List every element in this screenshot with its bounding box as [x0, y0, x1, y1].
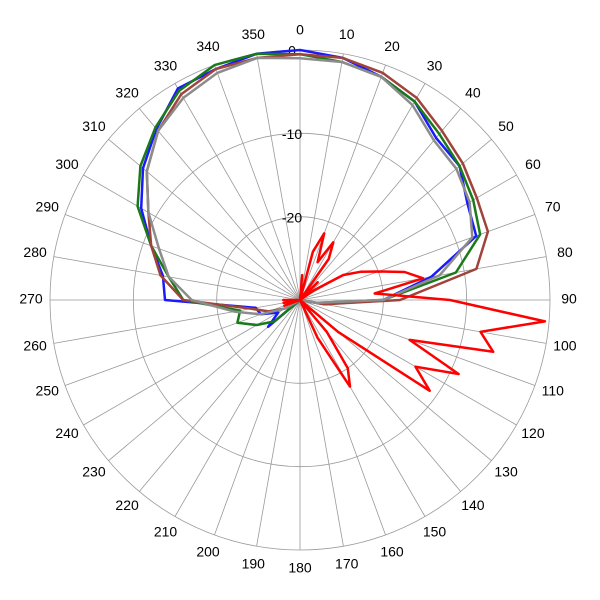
angle-tick-label: 70 [545, 199, 561, 215]
radial-grid-line [256, 53, 301, 301]
radial-grid-line [299, 83, 426, 301]
radial-grid-line [299, 299, 536, 386]
angle-tick-label: 230 [82, 464, 106, 480]
radial-grid-line [299, 64, 386, 301]
radial-grid-line [214, 299, 301, 536]
ring-grid-line [132, 132, 468, 468]
radial-tick-label: -20 [282, 209, 302, 225]
angle-tick-label: 310 [82, 118, 106, 134]
angle-tick-label: 80 [557, 244, 573, 260]
angle-tick-label: 250 [36, 383, 60, 399]
pattern-line [139, 48, 478, 329]
angle-tick-label: 290 [36, 199, 60, 215]
radial-grid-line [299, 299, 547, 344]
radial-grid-line [53, 256, 301, 301]
angle-tick-label: 190 [242, 556, 266, 572]
angle-tick-label: 120 [521, 425, 545, 441]
radial-grid-line [83, 174, 301, 301]
radial-grid-line [299, 299, 426, 517]
angle-tick-label: 0 [296, 22, 304, 38]
angle-tick-label: 340 [196, 38, 220, 54]
angle-tick-label: 220 [115, 497, 139, 513]
angle-tick-label: 150 [423, 524, 447, 540]
angle-tick-label: 270 [19, 291, 43, 307]
radial-grid-line [64, 214, 301, 301]
angle-tick-label: 20 [384, 38, 400, 54]
angle-tick-label: 10 [339, 26, 355, 42]
angle-tick-label: 130 [494, 464, 518, 480]
angle-tick-label: 30 [427, 58, 443, 74]
radial-grid-line [214, 64, 301, 301]
radial-grid-line [138, 108, 301, 301]
angle-tick-label: 260 [23, 337, 47, 353]
angle-tick-label: 200 [196, 543, 220, 559]
radial-grid-line [299, 299, 386, 536]
angle-tick-label: 210 [154, 524, 178, 540]
radial-grid-line [174, 83, 301, 301]
angle-tick-label: 280 [23, 244, 47, 260]
angle-tick-label: 180 [288, 560, 312, 576]
angle-tick-label: 160 [380, 543, 404, 559]
radial-grid-line [174, 299, 301, 517]
angle-tick-label: 110 [542, 383, 565, 399]
pattern-line [136, 52, 482, 327]
angle-tick-label: 170 [335, 556, 359, 572]
angle-tick-label: 40 [465, 85, 481, 101]
radial-grid-line [256, 299, 301, 547]
angle-tick-label: 60 [525, 156, 541, 172]
pattern-line [145, 56, 474, 316]
radial-grid-line [299, 299, 344, 547]
radial-tick-label: -10 [282, 126, 302, 142]
radial-grid-line [138, 299, 301, 492]
angle-tick-label: 240 [55, 425, 79, 441]
radial-grid-line [299, 53, 344, 301]
radial-grid-line [299, 299, 517, 426]
angle-tick-label: 350 [242, 26, 266, 42]
angle-tick-label: 320 [115, 85, 139, 101]
radial-grid-line [83, 299, 301, 426]
angle-tick-label: 90 [561, 291, 577, 307]
angle-tick-label: 50 [498, 118, 514, 134]
radial-grid-line [53, 299, 301, 344]
pattern-line [282, 232, 547, 393]
radial-grid-line [299, 214, 536, 301]
angle-tick-label: 140 [461, 497, 485, 513]
angle-tick-label: 300 [55, 156, 79, 172]
angle-tick-label: 100 [553, 337, 577, 353]
angle-tick-label: 330 [154, 58, 178, 74]
